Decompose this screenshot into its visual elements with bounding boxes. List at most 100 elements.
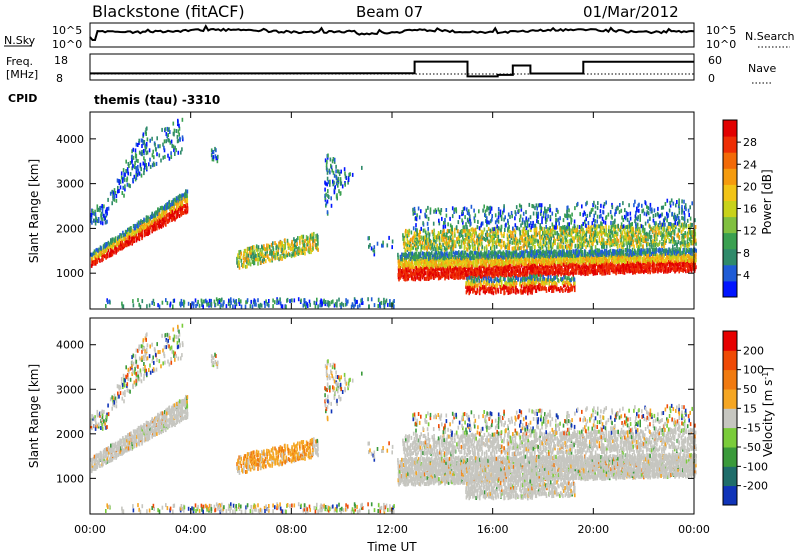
power-mark <box>680 265 682 270</box>
power-mark <box>560 256 562 260</box>
power-mark <box>455 270 458 275</box>
power-mark <box>560 260 563 265</box>
power-mark <box>548 265 550 270</box>
power-mark <box>575 270 578 275</box>
power-mark <box>592 237 595 242</box>
power-mark <box>409 237 412 242</box>
power-mark <box>614 263 616 268</box>
power-mark <box>672 244 674 249</box>
power-mark <box>567 264 570 269</box>
power-mark <box>117 189 119 194</box>
power-mark <box>688 266 691 271</box>
power-mark <box>478 232 481 237</box>
power-mark <box>106 242 108 246</box>
power-mark <box>648 234 650 239</box>
power-mark <box>164 216 167 221</box>
power-mark <box>541 249 544 254</box>
power-mark <box>439 263 442 268</box>
power-mark <box>613 254 615 259</box>
power-mark <box>582 270 585 275</box>
power-mark <box>138 228 140 232</box>
power-mark <box>585 229 588 234</box>
power-mark <box>662 230 665 235</box>
power-mark <box>102 213 105 218</box>
power-mark <box>238 260 240 265</box>
power-mark <box>123 243 125 248</box>
power-mark <box>584 250 587 255</box>
power-mark <box>452 271 454 276</box>
power-mark <box>452 266 454 271</box>
power-mark <box>444 259 446 264</box>
power-mark <box>99 208 101 213</box>
power-mark <box>577 243 580 248</box>
power-mark <box>576 228 579 232</box>
power-mark <box>460 233 463 238</box>
power-mark <box>404 277 406 282</box>
power-mark <box>508 253 510 258</box>
power-mark <box>570 231 573 236</box>
power-mark <box>570 238 572 243</box>
power-mark <box>433 271 435 276</box>
power-mark <box>429 258 432 263</box>
power-mark <box>437 235 440 240</box>
power-mark <box>651 256 654 261</box>
power-mark <box>573 237 575 242</box>
power-mark <box>474 227 477 232</box>
power-mark <box>521 259 524 264</box>
power-mark <box>461 229 464 233</box>
power-mark <box>569 265 571 269</box>
power-mark <box>510 257 512 262</box>
power-mark <box>426 276 428 281</box>
power-mark <box>315 243 317 248</box>
power-mark <box>488 261 490 266</box>
power-mark <box>417 240 419 245</box>
power-mark <box>305 235 308 240</box>
power-mark <box>636 262 639 267</box>
power-mark <box>124 187 126 192</box>
power-mark <box>90 218 93 223</box>
power-mark <box>462 263 464 268</box>
power-mark <box>449 261 451 266</box>
power-mark <box>402 252 405 257</box>
power-mark <box>149 164 152 169</box>
frequency-line <box>89 60 694 78</box>
power-mark <box>633 262 636 267</box>
power-mark <box>508 256 511 261</box>
beam-title: Beam 07 <box>356 3 423 21</box>
power-mark <box>443 256 446 261</box>
power-mark <box>630 236 633 241</box>
power-mark <box>415 254 417 259</box>
power-mark <box>582 262 585 267</box>
power-mark <box>263 244 265 249</box>
power-mark <box>104 244 106 249</box>
power-mark <box>493 274 495 279</box>
power-mark <box>644 268 646 273</box>
power-mark <box>143 156 145 161</box>
power-mark <box>562 270 564 275</box>
power-mark <box>476 235 478 240</box>
power-mark <box>142 141 145 146</box>
power-mark <box>520 271 523 276</box>
power-mark <box>112 190 115 195</box>
power-mark <box>677 232 679 237</box>
power-mark <box>688 242 691 247</box>
power-mark <box>466 242 469 247</box>
power-mark <box>157 219 159 224</box>
power-mark <box>433 235 436 240</box>
power-mark <box>643 265 645 270</box>
power-mark <box>627 230 630 235</box>
power-mark <box>478 236 480 241</box>
freq-panel: Freq. [MHz] 18 8 60 0 Nave <box>6 53 776 85</box>
power-mark <box>494 263 497 268</box>
power-mark <box>576 224 579 229</box>
power-mark <box>652 260 654 265</box>
power-mark <box>570 259 572 264</box>
power-mark <box>110 252 113 257</box>
power-mark <box>619 235 622 239</box>
power-mark <box>456 260 458 265</box>
power-mark <box>315 237 318 241</box>
power-mark <box>614 269 616 274</box>
power-mark <box>131 236 133 241</box>
power-mark <box>579 259 581 264</box>
power-mark <box>324 193 326 198</box>
